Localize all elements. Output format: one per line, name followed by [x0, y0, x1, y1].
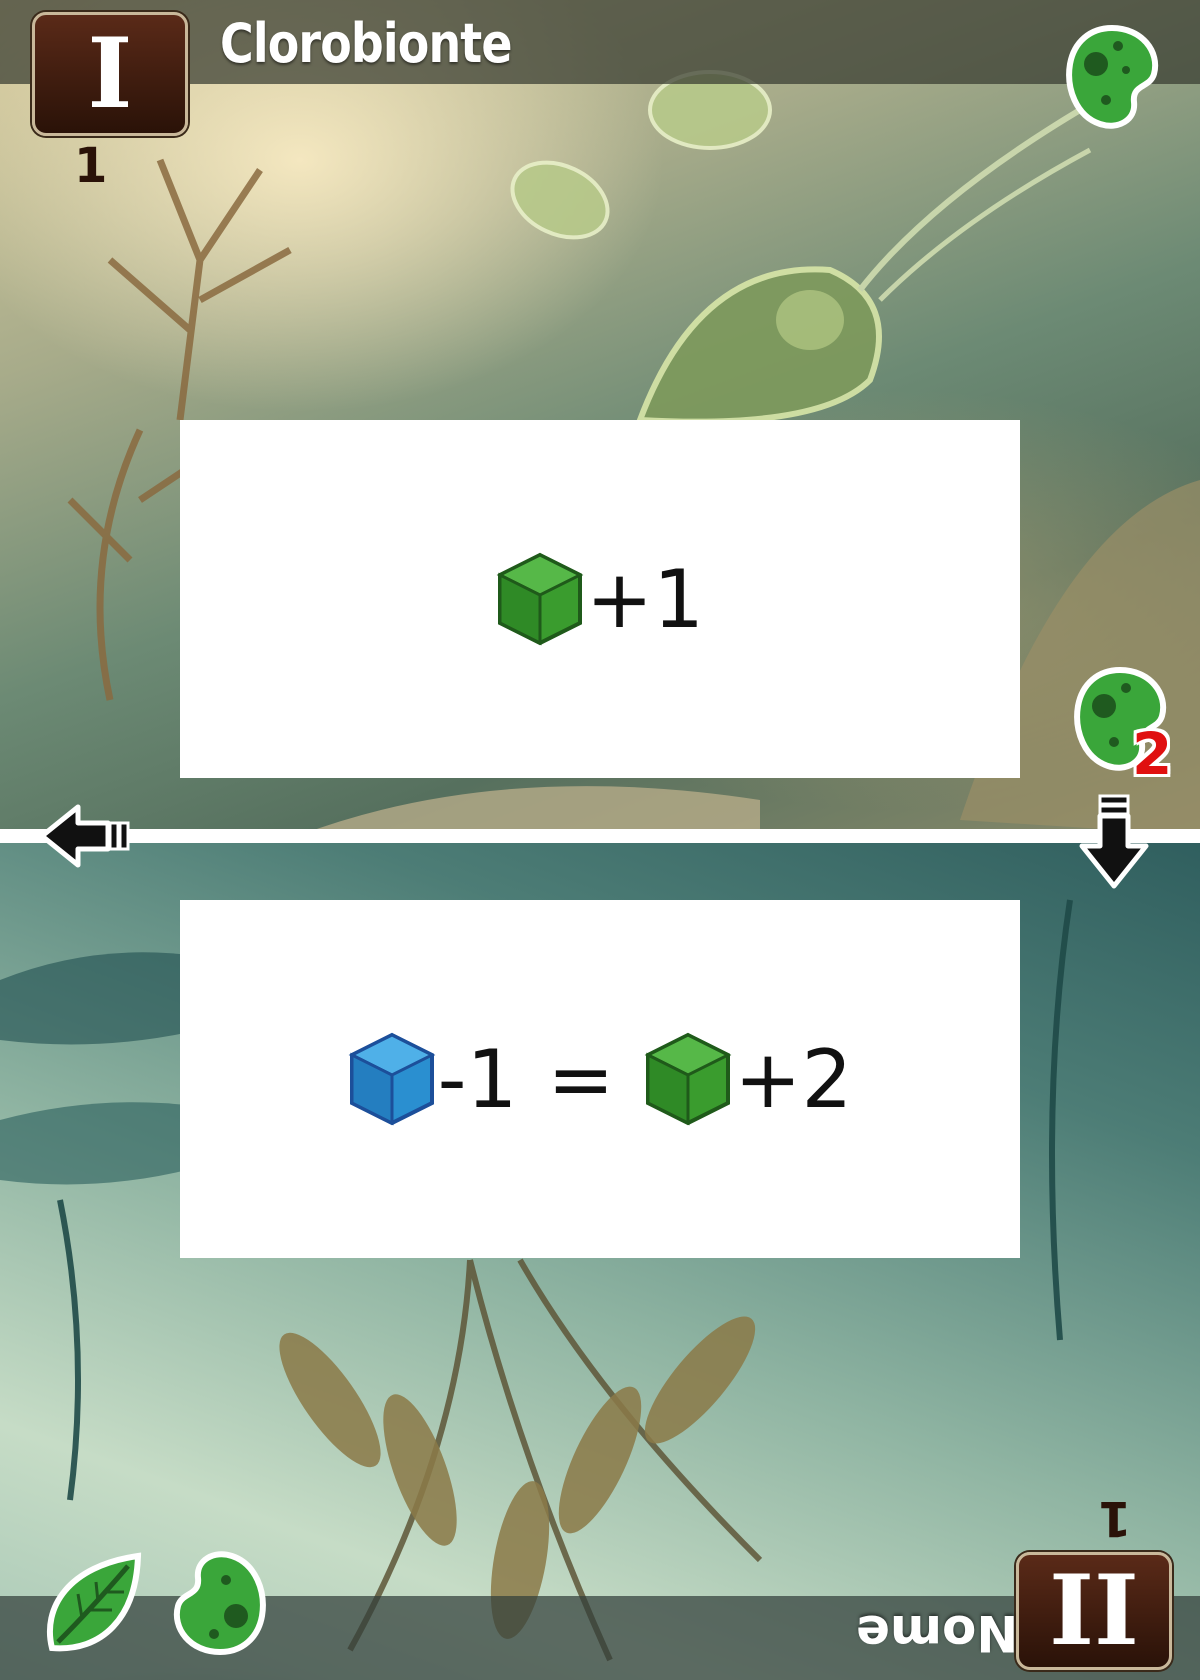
top-number: 1	[74, 138, 108, 194]
card-divider	[0, 829, 1200, 843]
bottom-label-mirrored: Nome	[856, 1604, 1019, 1662]
bottom-effect-box: -1 = +2	[180, 900, 1020, 1258]
top-effect-amount: +1	[586, 552, 704, 646]
green-cell-icon	[173, 1551, 266, 1656]
green-cell-icon	[1074, 666, 1167, 771]
green-cell-icon	[1066, 24, 1159, 129]
arrow-down-icon	[1079, 794, 1149, 889]
leaf-icon	[46, 1552, 142, 1652]
blue-cube-icon	[348, 1032, 435, 1126]
bottom-effect: -1 = +2	[348, 1031, 853, 1127]
bottom-effect-gain: +2	[734, 1032, 853, 1126]
top-effect-box: +1	[180, 420, 1020, 778]
arrow-left-icon	[39, 804, 130, 868]
bottom-effect-cost: -1	[437, 1032, 518, 1126]
card-title: Clorobionte	[220, 12, 513, 75]
title-bar	[0, 0, 1200, 84]
green-cube-icon	[496, 552, 584, 646]
badge-number: 2	[1132, 720, 1173, 788]
bottom-number-mirrored: 1	[1098, 1490, 1132, 1546]
green-cube-icon	[645, 1032, 732, 1126]
level-numeral-top: I	[32, 12, 188, 136]
level-numeral-bottom: II	[1016, 1552, 1172, 1670]
bottom-effect-equals: =	[547, 1032, 615, 1126]
top-effect: +1	[496, 551, 704, 647]
